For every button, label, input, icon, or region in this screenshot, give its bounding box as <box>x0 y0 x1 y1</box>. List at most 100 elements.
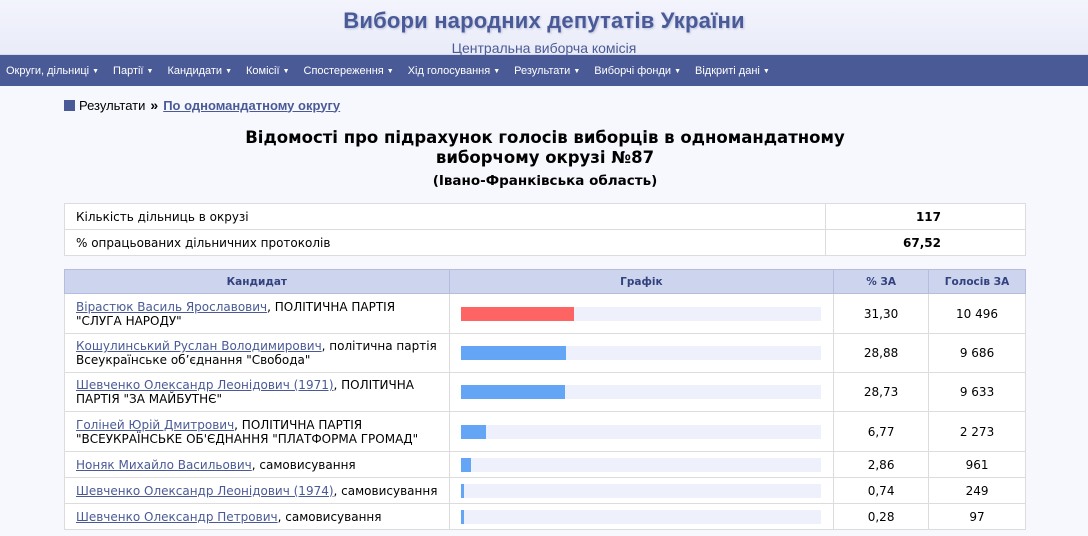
stats-row: Кількість дільниць в окрузі 117 <box>64 203 1026 230</box>
breadcrumb-current-link[interactable]: По одномандатному округу <box>163 97 341 113</box>
candidate-affiliation: , самовисування <box>333 483 438 498</box>
vote-bar-track <box>460 346 822 360</box>
candidate-cell: Вірастюк Василь Ярославович, ПОЛІТИЧНА П… <box>64 293 450 334</box>
chart-cell <box>448 477 835 504</box>
nav-item-label: Партії <box>113 64 144 77</box>
candidate-row: Кошулинський Руслан Володимирович, політ… <box>64 333 1026 373</box>
header-chart: Графік <box>448 269 835 294</box>
nav-item-label: Спостереження <box>303 64 384 77</box>
candidate-name-link[interactable]: Голіней Юрій Дмитрович <box>76 417 235 432</box>
candidate-row: Шевченко Олександр Леонідович (1974), са… <box>64 477 1026 504</box>
breadcrumb-square-icon <box>64 99 75 111</box>
nav-item[interactable]: Округи, дільниці ▼ <box>6 65 99 77</box>
nav-item-label: Хід голосування <box>407 64 491 77</box>
votes-cell: 2 273 <box>928 411 1026 452</box>
page-region: (Івано-Франківська область) <box>432 173 658 189</box>
candidate-affiliation: , самовисування <box>251 457 356 472</box>
vote-bar-track <box>460 509 822 524</box>
candidate-cell: Шевченко Олександр Леонідович (1971), ПО… <box>64 372 450 412</box>
caret-down-icon: ▼ <box>146 67 154 75</box>
chart-cell <box>448 411 835 452</box>
chart-cell <box>448 503 835 530</box>
nav-item[interactable]: Виборчі фонди ▼ <box>594 65 681 77</box>
nav-item[interactable]: Партії ▼ <box>113 65 153 77</box>
vote-bar <box>460 306 574 321</box>
candidate-cell: Кошулинський Руслан Володимирович, політ… <box>64 333 450 373</box>
vote-bar <box>460 346 566 360</box>
breadcrumb-separator: » <box>150 97 159 113</box>
vote-bar <box>460 424 486 439</box>
site-header: Вибори народних депутатів України Центра… <box>0 0 1088 56</box>
main-nav: Округи, дільниці ▼ Партії ▼ Кандидати ▼ Комісі… <box>0 55 1088 86</box>
stats-label: Кількість дільниць в окрузі <box>64 203 826 230</box>
caret-down-icon: ▼ <box>674 67 681 75</box>
candidate-name-link[interactable]: Шевченко Олександр Леонідович (1974) <box>76 483 334 498</box>
nav-item[interactable]: Відкриті дані ▼ <box>695 65 770 77</box>
nav-item-label: Результати <box>514 64 571 77</box>
vote-bar-track <box>460 385 822 399</box>
candidate-name-link[interactable]: Шевченко Олександр Леонідович (1971) <box>76 378 334 392</box>
caret-down-icon: ▼ <box>493 67 501 75</box>
caret-down-icon: ▼ <box>225 67 233 75</box>
candidate-name-link[interactable]: Вірастюк Василь Ярославович <box>76 299 268 314</box>
candidate-name-link[interactable]: Ноняк Михайло Васильович <box>76 457 252 472</box>
stats-row: % опрацьованих дільничних протоколів 67,… <box>64 229 1026 256</box>
chart-cell <box>448 293 835 334</box>
nav-item[interactable]: Хід голосування ▼ <box>408 65 500 77</box>
stats-value: 67,52 <box>825 229 1026 256</box>
nav-item[interactable]: Результати ▼ <box>514 65 580 77</box>
results-table: Кандидат Графік % ЗА Голосів ЗА Вірастюк… <box>64 269 1026 530</box>
header-percent[interactable]: % ЗА <box>833 269 930 294</box>
page-title: Відомості про підрахунок голосів виборці… <box>64 128 1026 168</box>
header-candidate[interactable]: Кандидат <box>64 269 450 294</box>
candidate-affiliation: , політична партія Всеукраїнське об’єдна… <box>76 339 437 367</box>
nav-item-label: Кандидати <box>167 64 223 77</box>
stats-table: Кількість дільниць в окрузі 117 % опраць… <box>64 203 1026 256</box>
percent-cell: 6,77 <box>833 411 930 452</box>
stats-label: % опрацьованих дільничних протоколів <box>64 229 826 256</box>
percent-cell: 2,86 <box>833 451 930 478</box>
votes-cell: 10 496 <box>928 293 1026 334</box>
caret-down-icon: ▼ <box>282 67 290 75</box>
percent-cell: 28,88 <box>833 333 930 373</box>
percent-cell: 31,30 <box>833 293 930 334</box>
nav-item-label: Виборчі фонди <box>594 64 672 77</box>
site-subtitle: Центральна виборча комісія <box>451 40 637 56</box>
votes-cell: 961 <box>928 451 1026 478</box>
candidate-row: Шевченко Олександр Петрович, самовисуван… <box>64 503 1026 530</box>
caret-down-icon: ▼ <box>92 67 100 75</box>
candidate-name-link[interactable]: Кошулинський Руслан Володимирович <box>76 339 322 353</box>
votes-cell: 9 686 <box>928 333 1026 373</box>
caret-down-icon: ▼ <box>573 67 581 75</box>
chart-cell <box>448 451 835 478</box>
nav-item-label: Округи, дільниці <box>6 64 90 77</box>
vote-bar-track <box>460 424 822 439</box>
candidate-name-link[interactable]: Шевченко Олександр Петрович <box>76 509 278 524</box>
candidate-affiliation: , ПОЛІТИЧНА ПАРТІЯ "ЗА МАЙБУТНЄ" <box>76 378 414 406</box>
vote-bar <box>460 385 565 399</box>
nav-item[interactable]: Кандидати ▼ <box>167 65 232 77</box>
percent-cell: 28,73 <box>833 372 930 412</box>
nav-item-label: Відкриті дані <box>695 64 760 77</box>
stats-value: 117 <box>825 203 1026 230</box>
candidate-affiliation: , ПОЛІТИЧНА ПАРТІЯ "ВСЕУКРАЇНСЬКЕ ОБ'ЄДН… <box>76 417 419 446</box>
chart-cell <box>448 333 835 373</box>
vote-bar <box>460 457 471 472</box>
vote-bar <box>460 509 464 524</box>
candidate-cell: Голіней Юрій Дмитрович, ПОЛІТИЧНА ПАРТІЯ… <box>64 411 450 452</box>
votes-cell: 9 633 <box>928 372 1026 412</box>
percent-cell: 0,28 <box>833 503 930 530</box>
page-title-line2: виборчому окрузі №87 <box>435 148 655 167</box>
results-header-row: Кандидат Графік % ЗА Голосів ЗА <box>64 269 1026 294</box>
nav-item[interactable]: Спостереження ▼ <box>304 65 394 77</box>
candidate-affiliation: , самовисування <box>277 509 382 524</box>
vote-bar <box>460 483 464 498</box>
main-content: Результати » По одномандатному округу Ві… <box>0 86 1088 536</box>
nav-item[interactable]: Комісії ▼ <box>246 65 289 77</box>
votes-cell: 249 <box>928 477 1026 504</box>
caret-down-icon: ▼ <box>762 67 770 75</box>
nav-item-label: Комісії <box>246 64 280 77</box>
header-votes[interactable]: Голосів ЗА <box>928 269 1026 294</box>
candidate-row: Голіней Юрій Дмитрович, ПОЛІТИЧНА ПАРТІЯ… <box>64 411 1026 452</box>
votes-cell: 97 <box>928 503 1026 530</box>
